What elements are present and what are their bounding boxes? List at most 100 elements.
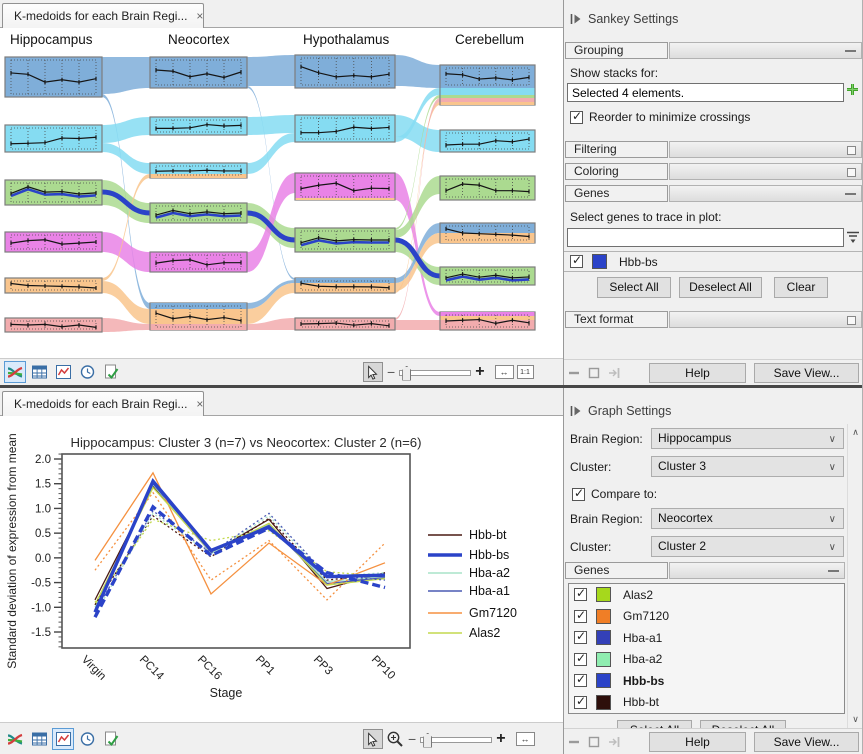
chart-view-button[interactable] [52, 361, 74, 383]
traced-gene-row[interactable]: Hbb-bs [564, 251, 862, 272]
sankey-node-C4[interactable] [439, 222, 536, 244]
section-text-format[interactable]: Text format [565, 311, 862, 328]
tab-close-icon[interactable]: × [196, 9, 204, 23]
sankey-diagram[interactable]: Hippocampus Neocortex Hypothalamus Cerebell… [0, 28, 563, 358]
genes-select-all-button[interactable]: Select All [597, 277, 671, 298]
sankey-node-N1[interactable] [149, 56, 248, 89]
genes-clear-button[interactable]: Clear [774, 277, 828, 298]
table-view-button[interactable] [28, 361, 50, 383]
history-view-button[interactable] [76, 728, 98, 750]
reorder-checkbox[interactable] [570, 109, 583, 124]
sankey-node-Y5[interactable] [294, 277, 396, 294]
cursor-tool-button[interactable] [363, 729, 383, 749]
horizontal-splitter[interactable] [0, 385, 862, 388]
gene-checkbox[interactable] [570, 253, 583, 268]
zoom-select-tool-icon[interactable] [386, 730, 404, 748]
sankey-settings-header[interactable]: Sankey Settings [570, 12, 678, 26]
float-section-icon[interactable] [847, 168, 856, 177]
sankey-node-H6[interactable] [4, 317, 103, 333]
zoom-out-icon[interactable]: − [387, 364, 396, 380]
gene-checkbox[interactable] [574, 651, 587, 666]
help-button[interactable]: Help [649, 363, 746, 383]
cluster-dropdown-2[interactable]: Cluster 2 [651, 536, 844, 557]
section-genes-graph[interactable]: Genes [565, 562, 845, 579]
zoom-in-icon[interactable]: + [475, 363, 485, 380]
float-section-icon[interactable] [847, 316, 856, 325]
gene-checkbox[interactable] [574, 629, 587, 645]
compare-to-row[interactable]: Compare to: [572, 486, 657, 501]
zoom-slider[interactable] [420, 732, 493, 748]
sankey-node-Y6[interactable] [294, 317, 396, 331]
sankey-canvas[interactable]: Hippocampus Neocortex Hypothalamus Cerebell… [0, 28, 563, 358]
sankey-node-N2[interactable] [149, 116, 248, 136]
report-view-button[interactable] [100, 728, 122, 750]
reorder-checkbox-row[interactable]: Reorder to minimize crossings [570, 109, 750, 124]
scroll-up-icon[interactable]: ∧ [852, 427, 859, 437]
sankey-node-N3[interactable] [149, 162, 248, 179]
zoom-slider-handle[interactable] [423, 732, 433, 748]
fit-width-button[interactable]: ↔ [494, 365, 514, 379]
gene-list-item[interactable]: Gm7120 [569, 606, 844, 628]
gene-list-item[interactable]: Hbb-bs [569, 670, 844, 692]
gene-list-item[interactable]: Hba-a2 [569, 649, 844, 671]
zoom-in-icon[interactable]: + [496, 730, 506, 747]
gene-list-item[interactable]: Hbb-bt [569, 692, 844, 714]
float-panel-icon[interactable] [588, 367, 600, 379]
section-genes[interactable]: Genes [565, 185, 862, 202]
sankey-node-C1[interactable] [439, 64, 536, 106]
tab-close-icon[interactable]: × [196, 397, 204, 411]
tab-sankey-view[interactable]: K-medoids for each Brain Regi... × [2, 3, 204, 28]
sankey-node-N5[interactable] [149, 251, 248, 273]
graph-settings-header[interactable]: Graph Settings [570, 404, 671, 418]
sankey-view-button[interactable] [4, 361, 26, 383]
cluster-dropdown-1[interactable]: Cluster 3 [651, 456, 844, 477]
section-filtering[interactable]: Filtering [565, 141, 862, 158]
gene-checkbox[interactable] [574, 608, 587, 623]
brain-region-dropdown-2[interactable]: Neocortex [651, 508, 844, 529]
save-view-button[interactable]: Save View... [754, 732, 859, 752]
sankey-view-button[interactable] [4, 728, 26, 750]
gene-checkbox[interactable] [574, 586, 587, 602]
sankey-node-C5[interactable] [439, 266, 536, 286]
section-coloring[interactable]: Coloring [565, 163, 862, 180]
cursor-tool-button[interactable] [363, 362, 383, 382]
brain-region-dropdown-1[interactable]: Hippocampus [651, 428, 844, 449]
sankey-node-C3[interactable] [439, 175, 536, 201]
table-view-button[interactable] [28, 728, 50, 750]
sankey-node-Y4[interactable] [294, 227, 396, 253]
minimize-panel-icon[interactable] [568, 367, 580, 379]
sankey-node-H4[interactable] [4, 231, 103, 253]
float-panel-icon[interactable] [588, 736, 600, 748]
dock-panel-icon[interactable] [608, 367, 621, 379]
report-view-button[interactable] [100, 361, 122, 383]
zoom-slider-handle[interactable] [402, 365, 412, 381]
chart-view-button[interactable] [52, 728, 74, 750]
compare-to-checkbox[interactable] [572, 486, 585, 501]
stacks-value-field[interactable] [567, 83, 844, 102]
gene-search-input[interactable] [567, 228, 844, 247]
sankey-node-H3[interactable] [4, 179, 103, 206]
sankey-node-H1[interactable] [4, 56, 103, 98]
gene-list-item[interactable]: Alas2 [569, 584, 844, 606]
zoom-slider[interactable] [399, 365, 472, 381]
dock-panel-icon[interactable] [608, 736, 621, 748]
genes-deselect-all-button[interactable]: Deselect All [679, 277, 762, 298]
minimize-section-icon[interactable] [845, 193, 856, 196]
medoid-line-chart[interactable]: Hippocampus: Cluster 3 (n=7) vs Neocorte… [0, 416, 563, 722]
help-button[interactable]: Help [649, 732, 746, 752]
panel-scrollbar[interactable]: ∧ ∨ [847, 424, 862, 728]
sankey-node-N6[interactable] [149, 302, 248, 331]
minimize-section-icon[interactable] [845, 50, 856, 53]
tab-graph-view[interactable]: K-medoids for each Brain Regi... × [2, 391, 204, 416]
gene-filter-button[interactable] [846, 230, 860, 247]
minimize-section-icon[interactable] [828, 570, 839, 573]
minimize-panel-icon[interactable] [568, 736, 580, 748]
sankey-node-Y2[interactable] [294, 114, 396, 143]
sankey-node-C2[interactable] [439, 129, 536, 153]
sankey-node-C6[interactable] [439, 311, 536, 331]
float-section-icon[interactable] [847, 146, 856, 155]
sankey-node-N4[interactable] [149, 202, 248, 224]
gene-list-item[interactable]: Hba-a1 [569, 627, 844, 649]
graph-canvas[interactable]: Hippocampus: Cluster 3 (n=7) vs Neocorte… [0, 416, 563, 722]
sankey-node-H5[interactable] [4, 277, 103, 294]
